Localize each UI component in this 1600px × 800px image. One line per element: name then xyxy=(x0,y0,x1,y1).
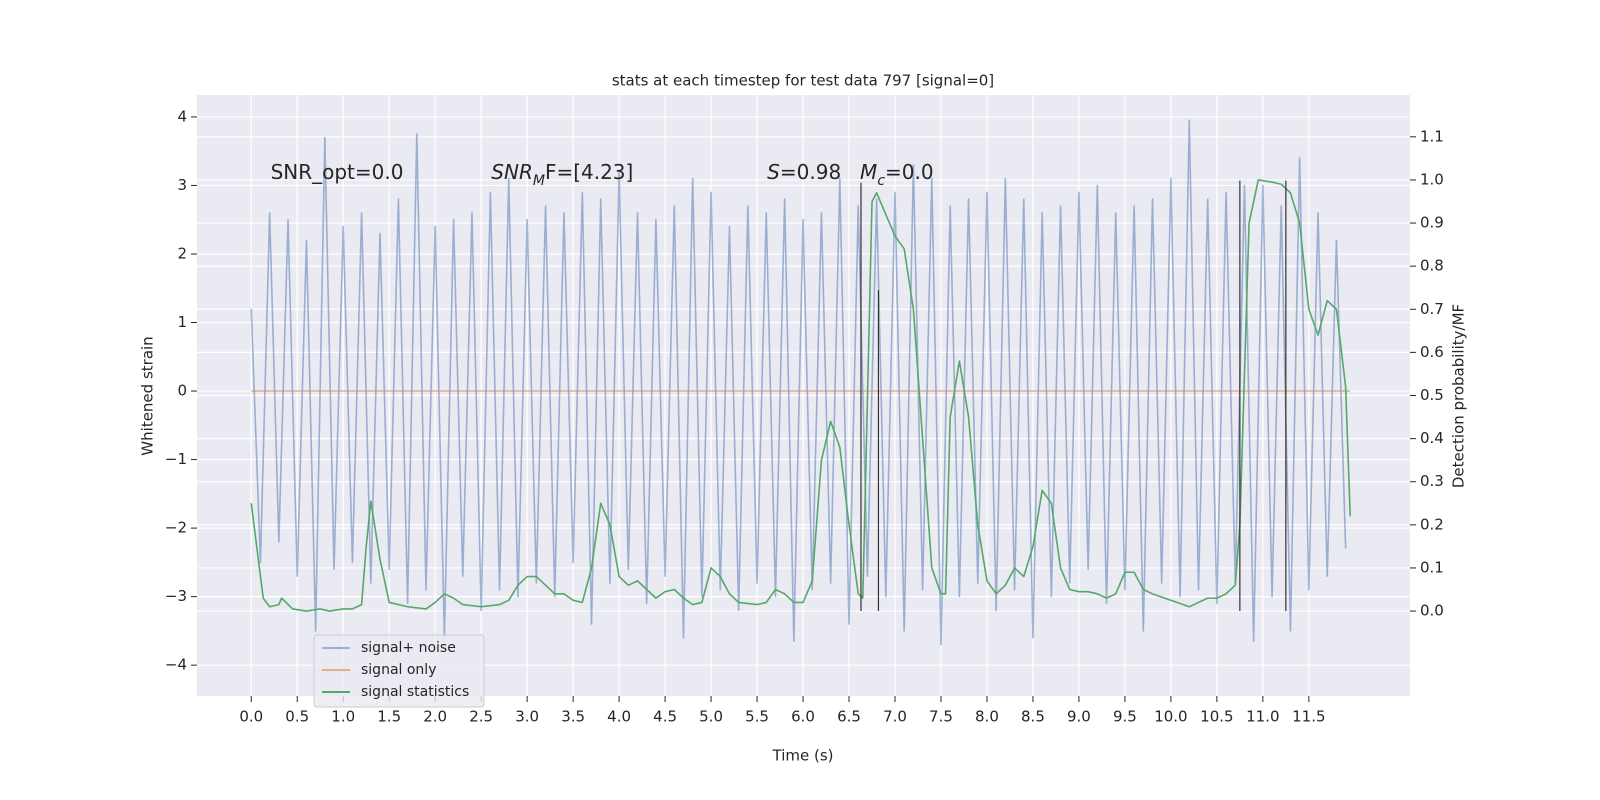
x-tick-label: 9.5 xyxy=(1113,708,1137,726)
annotation-part: F=[4.23] xyxy=(545,160,633,184)
annotation: SNR_opt=0.0 xyxy=(271,160,404,184)
y-tick-label: 0 xyxy=(177,382,187,400)
x-tick-label: 6.5 xyxy=(837,708,861,726)
x-tick-label: 2.0 xyxy=(423,708,447,726)
x-tick-label: 2.5 xyxy=(469,708,493,726)
annotation: S=0.98 xyxy=(767,160,841,184)
x-tick-label: 7.5 xyxy=(929,708,953,726)
x-tick-label: 11.0 xyxy=(1246,708,1279,726)
legend-box xyxy=(313,634,485,708)
y-tick-label: 3 xyxy=(177,176,187,194)
series-line xyxy=(250,179,1352,612)
x-tick-label: 11.5 xyxy=(1292,708,1325,726)
x-tick-label: 8.5 xyxy=(1021,708,1045,726)
legend-label: signal+ noise xyxy=(361,640,456,656)
x-tick-label: 10.5 xyxy=(1200,708,1233,726)
chart-title: stats at each timestep for test data 797… xyxy=(612,72,994,90)
x-tick-label: 6.0 xyxy=(791,708,815,726)
y-axis-label: Whitened strain xyxy=(139,336,157,455)
x-tick-label: 1.0 xyxy=(331,708,355,726)
y2-tick-label: 0.6 xyxy=(1420,343,1444,361)
y2-tick-label: 0.5 xyxy=(1420,386,1444,404)
legend-label: signal statistics xyxy=(361,684,469,700)
x-tick-label: 0.0 xyxy=(239,708,263,726)
legend-label: signal only xyxy=(361,662,436,678)
x-tick-label: 4.0 xyxy=(607,708,631,726)
y2-axis-label: Detection probability/MF xyxy=(1450,304,1468,488)
y-tick-label: −4 xyxy=(165,656,187,674)
x-tick-label: 5.5 xyxy=(745,708,769,726)
annotation: SNRMF=[4.23] xyxy=(491,160,633,190)
x-tick-label: 3.5 xyxy=(561,708,585,726)
y2-tick-label: 0.4 xyxy=(1420,429,1444,447)
annotation-part: S xyxy=(767,160,780,184)
x-tick-label: 0.5 xyxy=(285,708,309,726)
y-tick-label: −1 xyxy=(165,450,187,468)
y2-tick-label: 0.9 xyxy=(1420,214,1444,232)
annotation-part: M xyxy=(860,160,877,184)
y2-tick-label: 0.8 xyxy=(1420,257,1444,275)
x-tick-label: 10.0 xyxy=(1154,708,1187,726)
y2-tick-label: 0.1 xyxy=(1420,558,1444,576)
x-tick-label: 8.0 xyxy=(975,708,999,726)
annotation-part: SNR xyxy=(491,160,533,184)
annotation-part: c xyxy=(877,173,885,189)
y-tick-label: 4 xyxy=(177,107,187,125)
y2-tick-label: 1.0 xyxy=(1420,170,1444,188)
y2-tick-label: 0.2 xyxy=(1420,515,1444,533)
y-tick-label: −2 xyxy=(165,519,187,537)
x-tick-label: 4.5 xyxy=(653,708,677,726)
x-tick-label: 5.0 xyxy=(699,708,723,726)
annotation-part: M xyxy=(533,173,545,189)
y-tick-label: 1 xyxy=(177,313,187,331)
x-tick-label: 9.0 xyxy=(1067,708,1091,726)
annotation-part: =0.98 xyxy=(780,160,841,184)
y-tick-label: −3 xyxy=(165,587,187,605)
y2-tick-label: 0.3 xyxy=(1420,472,1444,490)
y2-tick-label: 1.1 xyxy=(1420,127,1444,145)
x-axis-label: Time (s) xyxy=(772,747,834,765)
annotation: Mc=0.0 xyxy=(860,160,934,190)
annotation-part: =0.0 xyxy=(885,160,934,184)
annotation-part: SNR_opt=0.0 xyxy=(271,160,404,184)
x-tick-label: 7.0 xyxy=(883,708,907,726)
y2-tick-label: 0.0 xyxy=(1420,602,1444,620)
y2-tick-label: 0.7 xyxy=(1420,300,1444,318)
x-tick-label: 1.5 xyxy=(377,708,401,726)
x-tick-label: 3.0 xyxy=(515,708,539,726)
y-tick-label: 2 xyxy=(177,244,187,262)
series-line xyxy=(250,119,1347,646)
